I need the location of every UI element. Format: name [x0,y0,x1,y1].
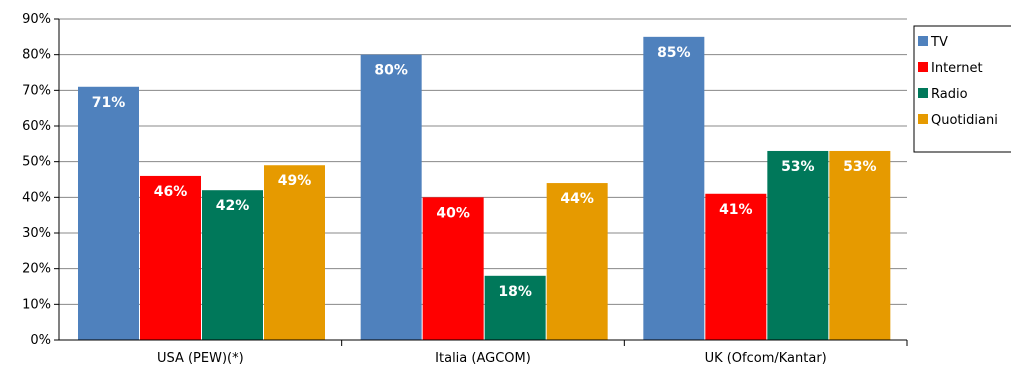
data-label: 18% [498,284,532,300]
legend-swatch-radio [918,88,928,98]
bar-tv [360,54,422,341]
bar-quotidiani [546,183,608,340]
legend-swatch-quotidiani [918,114,928,124]
y-tick-label: 10% [22,297,51,312]
bar-quotidiani [829,150,891,340]
legend-swatch-tv [918,36,928,46]
bar-tv [78,86,139,341]
data-label: 53% [843,159,877,175]
y-tick-label: 20% [22,262,51,277]
data-label: 53% [781,159,815,175]
bar-radio [767,150,829,340]
bar-radio [484,275,546,340]
category-label: USA (PEW)(*) [157,351,244,366]
bar-quotidiani [264,165,325,340]
data-label: 46% [154,184,188,200]
bar-internet [705,193,767,340]
bar-radio [202,190,263,340]
data-label: 85% [657,45,691,61]
legend-box [913,25,1011,153]
legend-label: Internet [931,61,983,76]
bar-tv [643,36,705,340]
category-label: Italia (AGCOM) [435,351,531,366]
data-label: 40% [436,205,470,221]
y-tick-label: 30% [22,226,51,241]
y-tick-label: 80% [22,48,51,63]
bar-internet [422,197,484,340]
bar-internet [140,175,201,340]
y-tick-label: 40% [22,190,51,205]
data-label: 42% [216,198,250,214]
data-label: 71% [92,95,126,111]
legend-label: TV [930,35,948,50]
legend-label: Quotidiani [931,113,998,128]
legend-swatch-internet [918,62,928,72]
data-label: 80% [374,63,408,79]
y-tick-label: 60% [22,119,51,134]
y-tick-label: 50% [22,155,51,170]
y-tick-label: 90% [22,12,51,27]
y-tick-label: 70% [22,83,51,98]
y-tick-label: 0% [30,333,51,348]
data-label: 41% [719,202,753,218]
category-label: UK (Ofcom/Kantar) [705,351,827,366]
data-label: 44% [560,191,594,207]
legend-label: Radio [931,87,968,102]
data-label: 49% [278,173,312,189]
